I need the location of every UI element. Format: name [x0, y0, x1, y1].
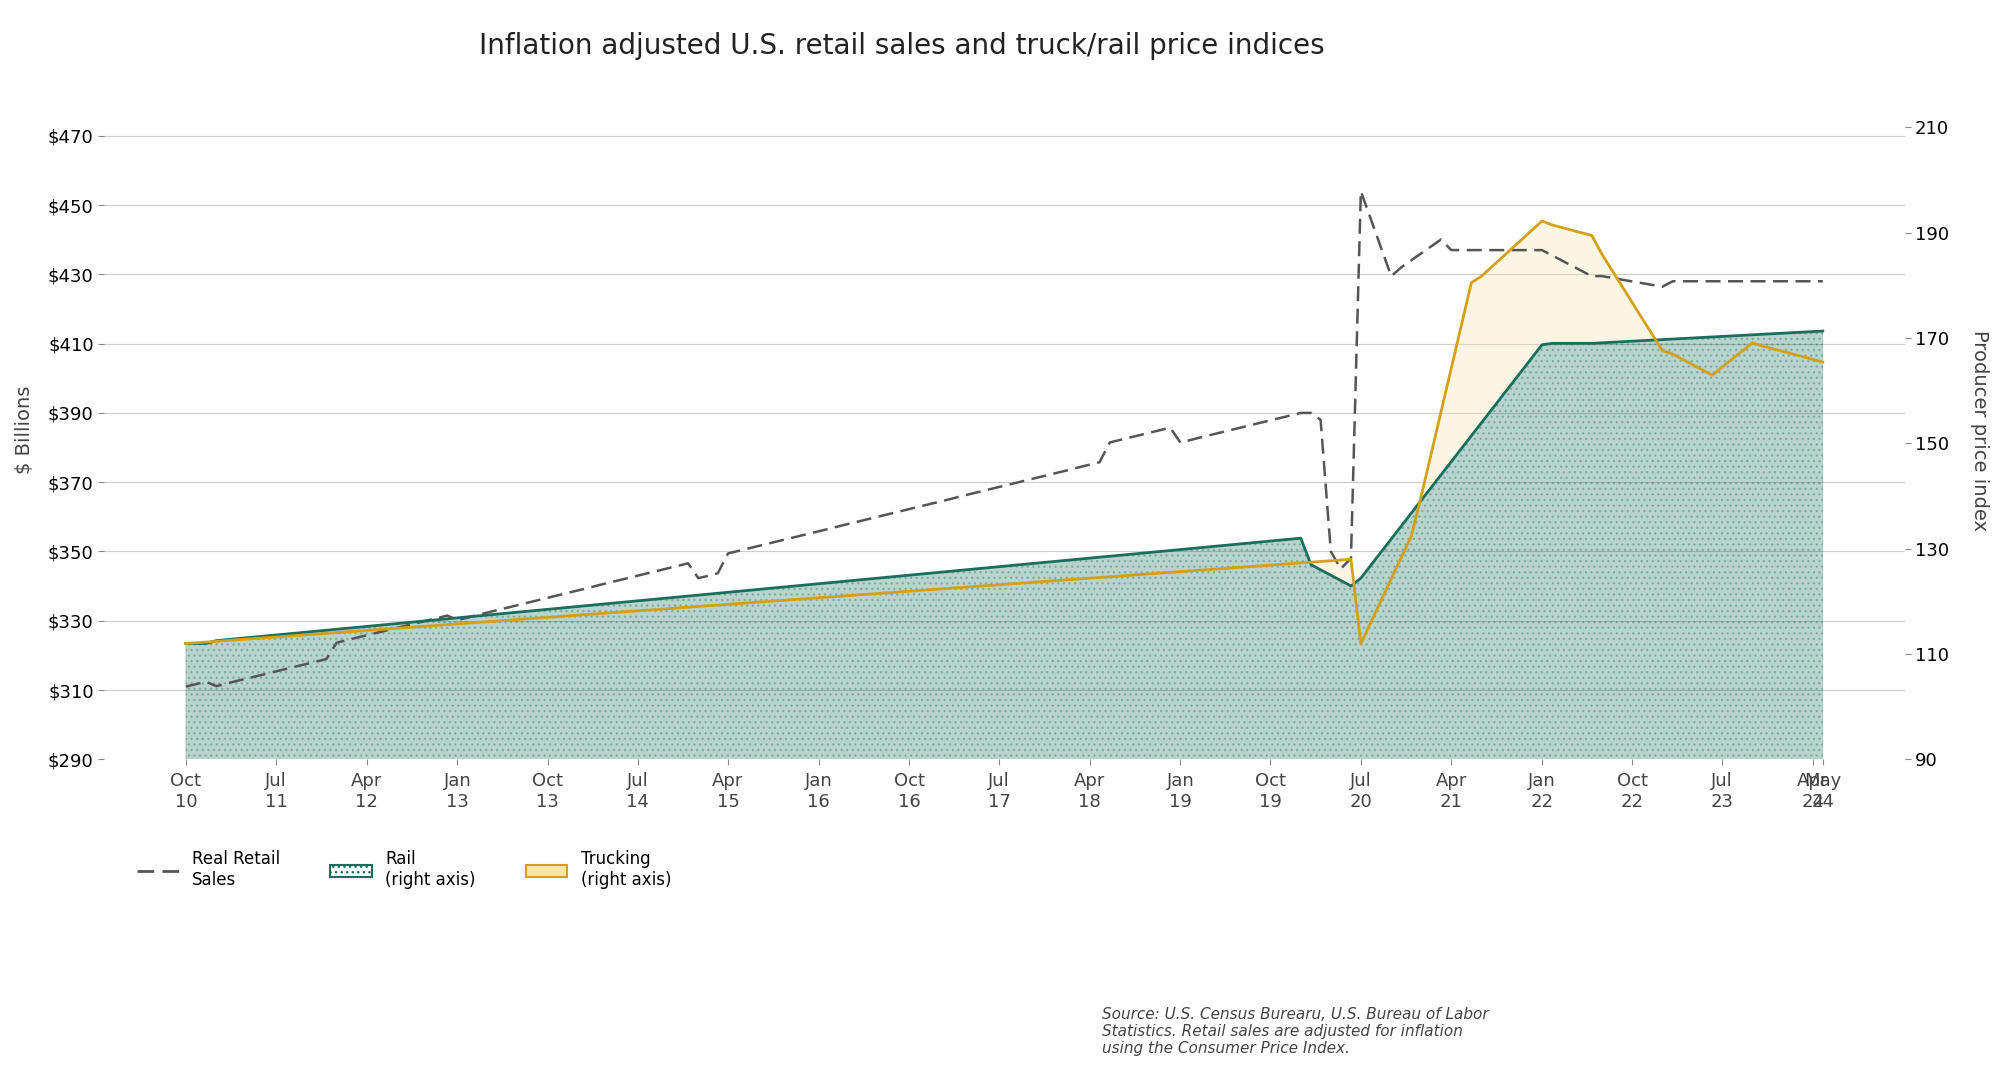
Text: Inflation adjusted U.S. retail sales and truck/rail price indices: Inflation adjusted U.S. retail sales and…	[479, 32, 1325, 60]
Y-axis label: Producer price index: Producer price index	[1970, 330, 1990, 530]
Y-axis label: $ Billions: $ Billions	[14, 386, 34, 474]
Text: Source: U.S. Census Burearu, U.S. Bureau of Labor
Statistics. Retail sales are a: Source: U.S. Census Burearu, U.S. Bureau…	[1102, 1007, 1489, 1056]
Legend: Real Retail
Sales, Rail
(right axis), Trucking
(right axis): Real Retail Sales, Rail (right axis), Tr…	[130, 844, 677, 896]
